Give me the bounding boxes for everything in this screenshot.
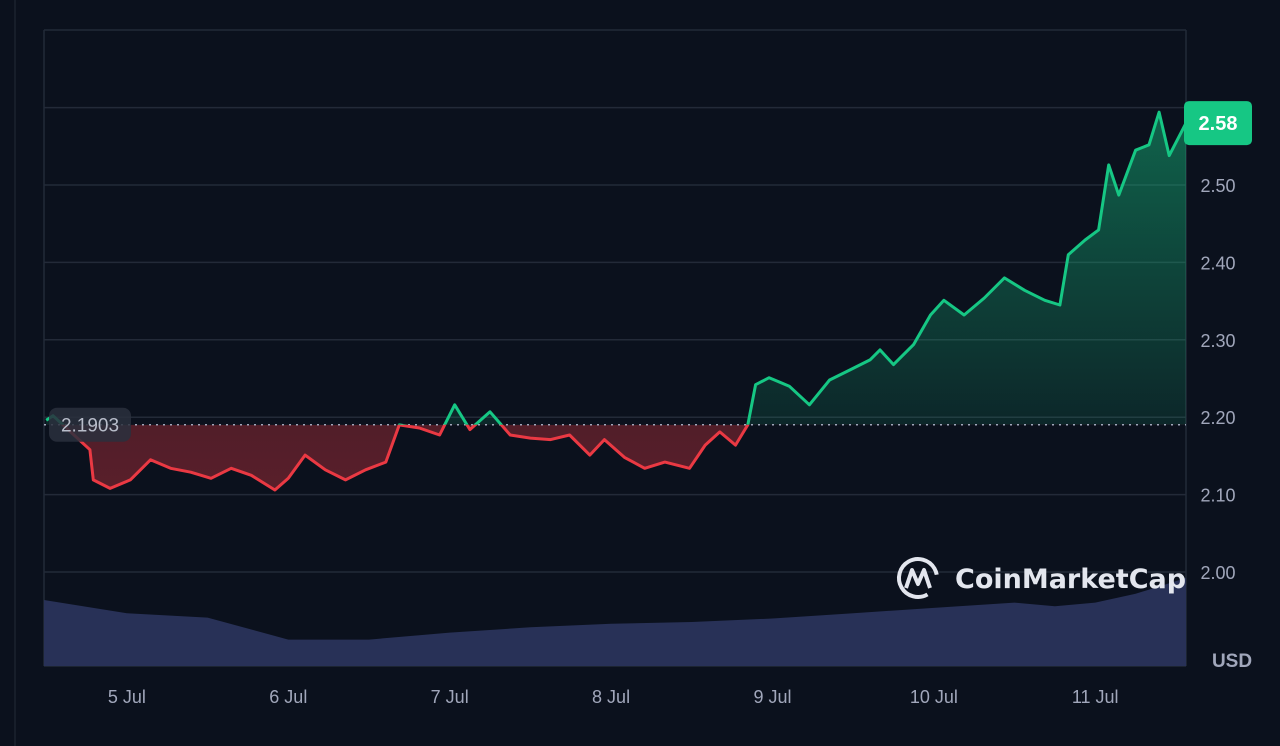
y-tick-label: 2.30	[1200, 331, 1235, 351]
y-tick-label: 2.50	[1200, 176, 1235, 196]
svg-text:2.1903: 2.1903	[61, 416, 119, 437]
x-tick-label: 11 Jul	[1072, 687, 1119, 707]
watermark-text: CoinMarketCap	[955, 564, 1186, 595]
x-tick-label: 6 Jul	[269, 687, 307, 707]
currency-label: USD	[1212, 651, 1252, 672]
svg-text:2.58: 2.58	[1199, 113, 1238, 135]
price-line-down	[60, 424, 750, 492]
y-tick-label: 2.20	[1200, 408, 1235, 428]
watermark-logo: CoinMarketCap	[897, 557, 1186, 599]
x-tick-label: 8 Jul	[592, 687, 630, 707]
y-tick-label: 2.10	[1200, 486, 1235, 506]
volume-area	[44, 578, 1186, 666]
y-tick-label: 2.40	[1200, 253, 1235, 273]
baseline-label: 2.1903	[49, 407, 131, 442]
x-tick-label: 7 Jul	[431, 687, 469, 707]
x-tick-label: 9 Jul	[753, 687, 791, 707]
area-below-baseline	[46, 424, 1186, 490]
y-tick-label: 2.00	[1200, 563, 1235, 583]
current-price-label: 2.58	[1184, 101, 1252, 146]
x-tick-label: 10 Jul	[910, 687, 958, 707]
area-above-baseline	[46, 112, 1186, 425]
x-tick-label: 5 Jul	[108, 687, 146, 707]
price-line-up	[45, 110, 1188, 425]
